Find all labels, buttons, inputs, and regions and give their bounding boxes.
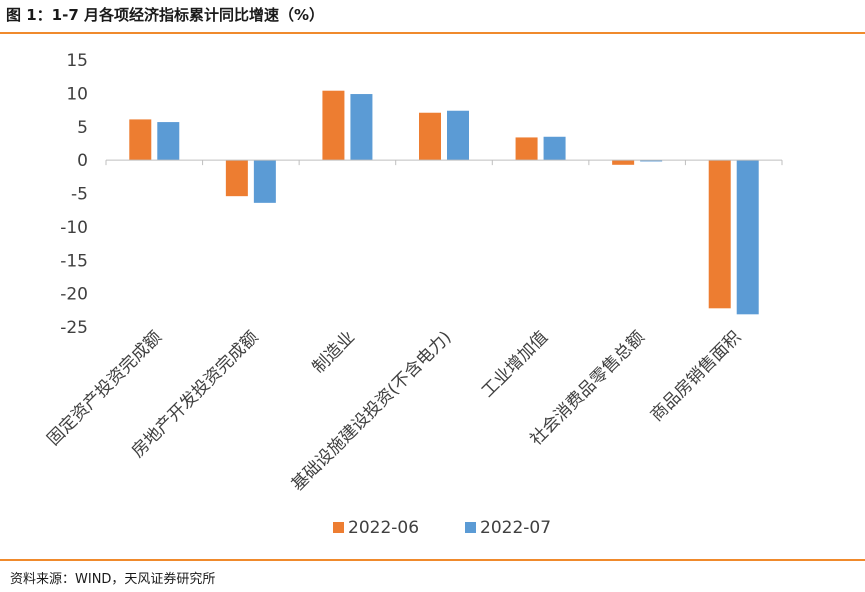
y-tick-label: -5	[71, 185, 88, 205]
bar-chart: 15 10 5 0 -5 -10 -15 -20 -25 固定资产投资完成额房地产开发投资完成额…	[43, 51, 783, 538]
bar-2022-07-6	[736, 160, 759, 315]
y-axis: 15 10 5 0 -5 -10 -15 -20 -25	[60, 51, 88, 338]
y-tick-label: -15	[60, 251, 88, 271]
y-tick-label: -20	[60, 285, 88, 305]
category-label: 工业增加值	[478, 327, 552, 401]
y-tick-label: 10	[66, 84, 88, 104]
bar-2022-06-2	[322, 90, 345, 161]
category-label: 基础设施建设投资(不含电力)	[288, 327, 456, 495]
bar-2022-06-1	[225, 160, 248, 197]
bottom-divider	[0, 559, 865, 561]
legend-swatch-2022-06	[333, 522, 344, 533]
bar-2022-07-0	[157, 122, 180, 161]
bar-series	[129, 90, 759, 315]
y-tick-label: 0	[77, 151, 88, 171]
y-tick-label: -10	[60, 218, 88, 238]
top-divider	[0, 32, 865, 34]
y-tick-label: 15	[66, 51, 88, 71]
bar-2022-07-5	[640, 160, 663, 162]
x-axis	[105, 159, 783, 166]
bar-2022-07-4	[543, 136, 566, 161]
category-label: 商品房销售面积	[647, 327, 745, 425]
bar-2022-06-0	[129, 119, 152, 161]
legend: 2022-06 2022-07	[333, 518, 551, 538]
legend-label: 2022-07	[480, 518, 551, 538]
bar-2022-06-6	[708, 160, 731, 309]
bar-2022-07-1	[253, 160, 276, 203]
bar-2022-07-2	[350, 94, 373, 161]
bar-2022-06-4	[515, 137, 538, 161]
y-tick-label: 5	[77, 118, 88, 138]
figure-title: 图 1：1-7 月各项经济指标累计同比增速（%）	[6, 6, 325, 24]
source-note: 资料来源：WIND，天风证券研究所	[10, 572, 216, 587]
legend-swatch-2022-07	[465, 522, 476, 533]
bar-2022-06-5	[612, 160, 635, 165]
bar-2022-07-3	[447, 110, 469, 161]
bar-2022-06-3	[419, 112, 441, 161]
legend-label: 2022-06	[348, 518, 419, 538]
category-label: 制造业	[309, 327, 359, 377]
y-tick-label: -25	[60, 318, 88, 338]
